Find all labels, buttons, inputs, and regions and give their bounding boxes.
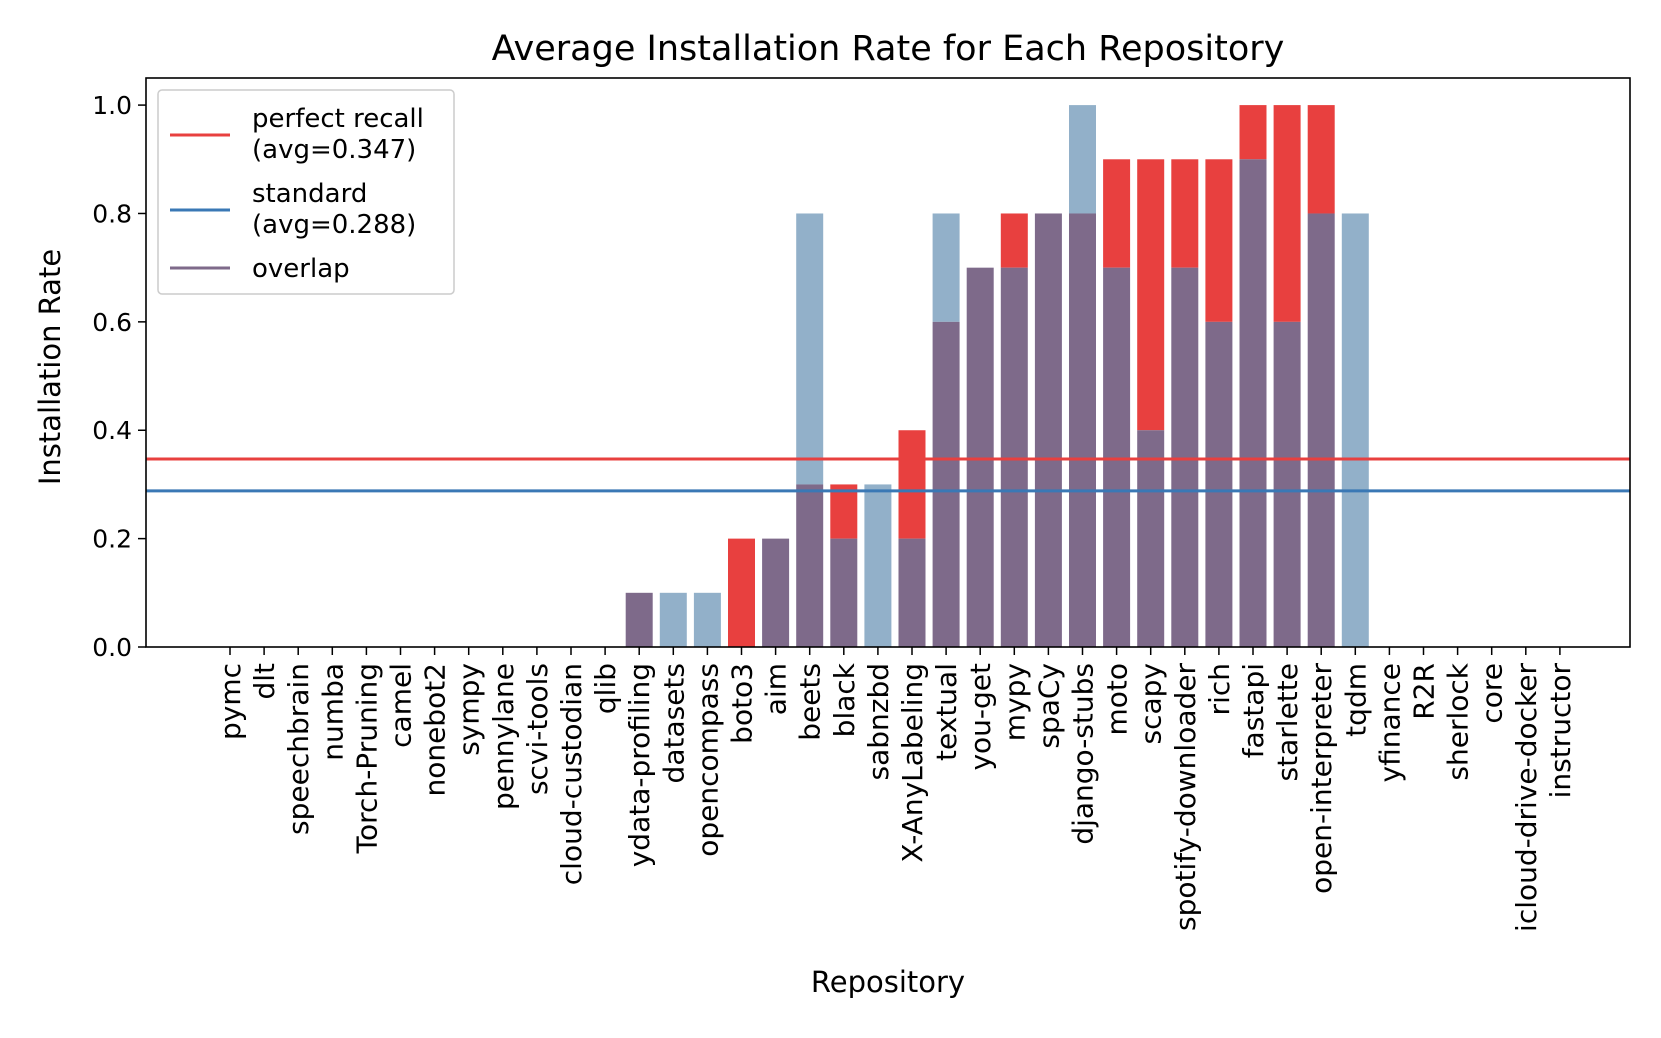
x-tick-label: nonebot2 (419, 663, 452, 797)
x-tick-label: ydata-profiling (623, 663, 656, 867)
x-tick-label: camel (385, 663, 418, 748)
bars-layer (625, 105, 1369, 648)
x-tick-label: spotify-downloader (1169, 663, 1202, 931)
x-tick-label: open-interpreter (1305, 663, 1338, 894)
bar-standard-datasets (659, 592, 687, 647)
bar-perfect-recall-fastapi (1239, 105, 1267, 160)
x-tick-label: opencompass (691, 663, 724, 857)
x-tick-label: dlt (248, 663, 281, 700)
x-tick-label: moto (1101, 663, 1134, 736)
x-tick-label: boto3 (726, 663, 759, 744)
legend-label: perfect recall (252, 104, 424, 134)
y-axis-label: Installation Rate (33, 249, 67, 485)
bar-overlap-rich (1205, 321, 1233, 647)
bar-perfect-recall-x-anylabeling (898, 430, 926, 539)
bar-overlap-scapy (1137, 430, 1165, 647)
x-tick-label: mypy (998, 663, 1031, 741)
legend: perfect recall(avg=0.347) standard(avg=0.… (157, 89, 455, 295)
bar-overlap-spacy (1034, 213, 1062, 647)
chart-title: Average Installation Rate for Each Repos… (492, 29, 1285, 69)
x-tick-label: sherlock (1442, 662, 1475, 780)
bar-overlap-fastapi (1239, 159, 1267, 648)
y-tick-label: 1.0 (92, 91, 132, 120)
x-tick-label: tqdm (1339, 663, 1372, 737)
y-tick-label: 0.2 (92, 525, 132, 554)
y-tick-label: 0.6 (92, 308, 132, 337)
x-tick-label: django-stubs (1067, 663, 1100, 845)
legend-label-sub: (avg=0.347) (252, 135, 416, 165)
bar-overlap-starlette (1273, 321, 1301, 647)
bar-standard-textual (932, 213, 960, 322)
y-tick-label: 0.0 (92, 633, 132, 662)
bar-perfect-recall-scapy (1137, 159, 1165, 431)
legend-box (157, 89, 455, 295)
x-tick-label: numba (316, 663, 349, 761)
x-tick-label: cloud-custodian (555, 663, 588, 885)
bar-overlap-aim (762, 538, 790, 647)
x-tick-label: textual (930, 663, 963, 761)
bar-perfect-recall-black (830, 484, 858, 539)
x-tick-label: you-get (964, 663, 997, 771)
plot-frame (145, 77, 1631, 648)
x-tick-label: speechbrain (282, 663, 315, 835)
legend-label-sub: (avg=0.288) (252, 210, 416, 240)
bar-perfect-recall-moto (1103, 159, 1131, 268)
bar-overlap-open-interpreter (1307, 213, 1335, 647)
average-lines-layer (146, 457, 1630, 493)
x-tick-label: datasets (657, 663, 690, 783)
bar-overlap-ydata-profiling (625, 592, 653, 647)
bar-overlap-mypy (1000, 267, 1028, 647)
bar-perfect-recall-spotify-downloader (1171, 159, 1199, 268)
x-tick-label: sympy (453, 663, 486, 756)
x-tick-label: rich (1203, 663, 1236, 715)
legend-label: overlap (252, 254, 350, 284)
bar-overlap-x-anylabeling (898, 538, 926, 647)
x-tick-label: qlib (589, 663, 622, 714)
legend-label: standard (252, 179, 367, 209)
x-tick-label: R2R (1408, 663, 1441, 720)
bar-standard-tqdm (1341, 213, 1369, 647)
bar-overlap-moto (1103, 267, 1131, 647)
bar-perfect-recall-rich (1205, 159, 1233, 322)
y-ticks-layer: 0.0 0.2 0.4 0.6 0.8 1.0 (92, 91, 146, 662)
x-tick-label: spaCy (1032, 663, 1065, 749)
bar-standard-opencompass (693, 592, 721, 647)
x-tick-label: instructor (1544, 663, 1577, 799)
bar-perfect-recall-mypy (1000, 213, 1028, 268)
x-tick-label: sabnzbd (862, 663, 895, 781)
bar-overlap-beets (796, 484, 824, 647)
x-tick-label: black (828, 662, 861, 737)
x-tick-label: scvi-tools (521, 663, 554, 795)
bar-perfect-recall-starlette (1273, 105, 1301, 322)
bar-standard-beets (796, 213, 824, 485)
x-tick-label: aim (760, 663, 793, 715)
bar-overlap-you-get (966, 267, 994, 647)
y-tick-label: 0.8 (92, 199, 132, 228)
x-axis-label: Repository (811, 965, 965, 999)
x-tick-label: fastapi (1237, 663, 1270, 758)
bar-overlap-black (830, 538, 858, 647)
x-tick-label: scapy (1135, 663, 1168, 744)
x-tick-label: starlette (1271, 663, 1304, 781)
x-tick-label: pennylane (487, 663, 520, 810)
x-tick-label: Torch-Pruning (350, 663, 383, 854)
bar-perfect-recall-boto3 (728, 538, 755, 647)
bar-overlap-textual (932, 321, 960, 647)
bar-perfect-recall-open-interpreter (1307, 105, 1335, 214)
x-tick-label: pymc (214, 663, 247, 740)
x-ticks-layer: pymc dlt speechbrain numba Torch-Pruning came… (214, 647, 1577, 932)
x-tick-label: core (1476, 663, 1509, 724)
x-tick-label: beets (794, 663, 827, 741)
bar-standard-django-stubs (1069, 105, 1096, 214)
y-tick-label: 0.4 (92, 416, 132, 445)
x-tick-label: icloud-drive-docker (1510, 663, 1543, 932)
bar-overlap-django-stubs (1069, 213, 1096, 647)
bar-overlap-spotify-downloader (1171, 267, 1199, 647)
bar-standard-sabnzbd (864, 484, 892, 647)
x-tick-label: X-AnyLabeling (896, 663, 929, 863)
x-tick-label: yfinance (1373, 663, 1406, 782)
